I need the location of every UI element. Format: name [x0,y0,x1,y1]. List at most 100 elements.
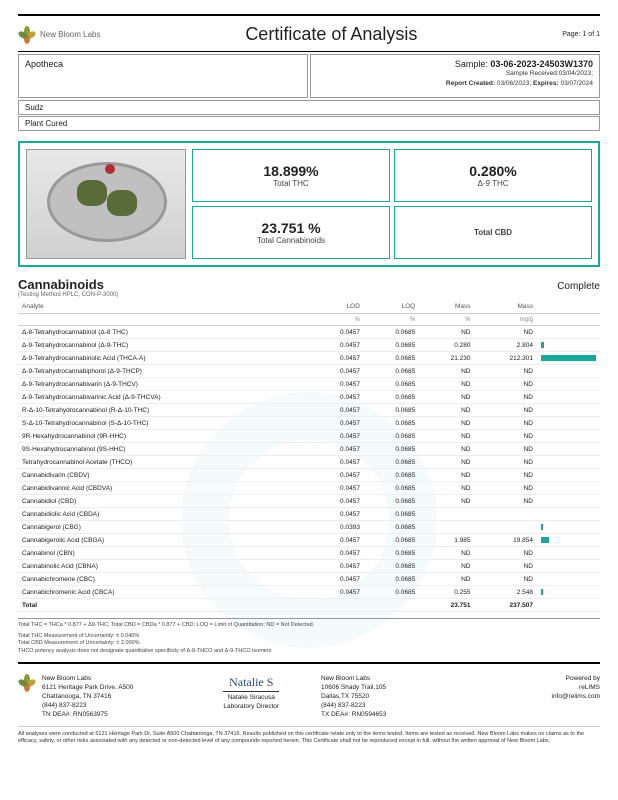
page-number: Page: 1 of 1 [562,31,600,38]
table-row: Cannabichromene (CBC)0.04570.0685NDND [18,573,600,586]
mass-mgg: ND [475,378,538,391]
table-row: Cannabigerolic Acid (CBGA)0.04570.06851.… [18,534,600,547]
mass-pct: ND [419,547,474,560]
metric-box: 23.751 %Total Cannabinoids [192,206,390,259]
col-header: Mass [475,300,538,314]
lod: 0.0457 [309,404,364,417]
sample-image [26,149,186,259]
page-title: Certificate of Analysis [245,24,417,45]
bar-cell [537,482,600,495]
analyte: Cannabichromene (CBC) [18,573,309,586]
value: 03/06/2023; [497,80,531,87]
bar-cell [537,430,600,443]
name: New Bloom Labs [321,674,461,683]
label: Powered by [461,674,601,683]
loq: 0.0685 [364,365,419,378]
bar-cell [537,404,600,417]
loq: 0.0685 [364,469,419,482]
mass-mgg: ND [475,417,538,430]
unit-cell: % [364,314,419,326]
mass-pct [419,521,474,534]
analyte: Cannabidivarin (CBDV) [18,469,309,482]
summary-panel: 18.899%Total THC0.280%Δ-9 THC23.751 %Tot… [18,141,600,267]
bar-cell [537,586,600,599]
lod: 0.0457 [309,495,364,508]
dea: TN DEA#: RN0563975 [42,710,182,719]
sample-received: Sample Received:03/04/2023; [317,69,593,79]
mass-mgg: ND [475,443,538,456]
section-method: (Testing Method HPLC, CON-P-3000) [18,292,118,298]
name: reLIMS [461,683,601,692]
mass-mgg: ND [475,456,538,469]
email: info@relims.com [461,692,601,701]
metric-value: Total CBD [474,228,512,237]
lod: 0.0457 [309,573,364,586]
mass-pct: ND [419,495,474,508]
table-row: Cannabichromenic Acid (CBCA)0.04570.0685… [18,586,600,599]
mass-mgg: 212.301 [475,352,538,365]
note-line: THCO potency analysis does not designate… [18,648,600,656]
bloom-icon [18,674,36,692]
col-header [537,300,600,314]
mass-pct: ND [419,430,474,443]
logo: New Bloom Labs [18,26,100,44]
metric-value: 0.280% [469,163,516,179]
mass-mgg: 19.854 [475,534,538,547]
analyte: Cannabinolic Acid (CBNA) [18,560,309,573]
lod: 0.0457 [309,378,364,391]
note-line: Total THC Measurement of Uncertainty: ± … [18,633,600,641]
analyte: Cannabigerolic Acid (CBGA) [18,534,309,547]
mass-pct: ND [419,404,474,417]
analyte: Cannabichromenic Acid (CBCA) [18,586,309,599]
loq: 0.0685 [364,508,419,521]
mass-pct: ND [419,326,474,339]
sig-title: Laboratory Director [223,702,279,711]
mass-mgg: ND [475,326,538,339]
sample-box: Sample: 03-06-2023-24503W1370 Sample Rec… [310,54,600,98]
sample-id: Sample: 03-06-2023-24503W1370 [317,59,593,69]
analyte: R-Δ-10-Tetrahydrocannabinol (R-Δ-10-THC) [18,404,309,417]
unit-cell: % [419,314,474,326]
mass-pct: 21.230 [419,352,474,365]
metric-value: 23.751 % [261,220,320,236]
table-row: Tetrahydrocannabinol Acetate (THCO)0.045… [18,456,600,469]
mass-pct: ND [419,573,474,586]
report-dates: Report Created: 03/06/2023; Expires: 03/… [317,79,593,89]
col-header: Analyte [18,300,309,314]
mass-pct: ND [419,482,474,495]
total-row: Total23.751237.507 [18,599,600,612]
mass-mgg: ND [475,469,538,482]
mass-pct: ND [419,469,474,482]
bar-cell [537,326,600,339]
loq: 0.0685 [364,495,419,508]
lod: 0.0457 [309,508,364,521]
metric-label: Total Cannabinoids [257,236,325,245]
lab-address-2: New Bloom Labs 10606 Shady Trail,105 Dal… [321,674,461,719]
lod: 0.0457 [309,430,364,443]
client-name: Apotheca [25,59,301,69]
mass-pct: ND [419,365,474,378]
notes: Total THC = THCa * 0.877 + Δ9-THC; Total… [18,618,600,656]
bar-cell [537,560,600,573]
cannabinoid-table: AnalyteLODLOQMassMass %%%mg/g Δ-8-Tetrah… [18,300,600,612]
name: New Bloom Labs [42,674,182,683]
unit-cell: mg/g [475,314,538,326]
loq: 0.0685 [364,404,419,417]
bar-cell [537,534,600,547]
client-box: Apotheca [18,54,308,98]
lod: 0.0457 [309,365,364,378]
table-row: 9S-Hexahydrocannabinol (9S-HHC)0.04570.0… [18,443,600,456]
table-row: Δ-9-Tetrahydrocannabinolic Acid (THCA-A)… [18,352,600,365]
analyte: Tetrahydrocannabinol Acetate (THCO) [18,456,309,469]
lod: 0.0457 [309,560,364,573]
table-row: Cannabidiolic Acid (CBDA)0.04570.0685 [18,508,600,521]
loq: 0.0685 [364,456,419,469]
bar-cell [537,352,600,365]
metric-label: Total THC [273,179,308,188]
loq: 0.0685 [364,573,419,586]
mass-pct [419,508,474,521]
total-label: Total [18,599,309,612]
company-name: New Bloom Labs [40,30,100,39]
bar-cell [537,456,600,469]
bar-cell [537,495,600,508]
